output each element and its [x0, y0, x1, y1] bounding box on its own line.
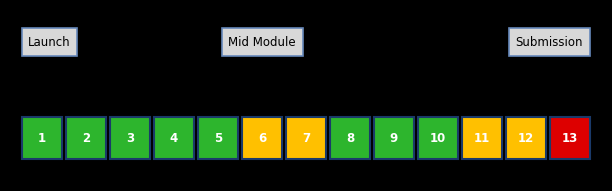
- FancyBboxPatch shape: [374, 117, 414, 159]
- FancyBboxPatch shape: [198, 117, 238, 159]
- FancyBboxPatch shape: [154, 117, 194, 159]
- FancyBboxPatch shape: [330, 117, 370, 159]
- FancyBboxPatch shape: [22, 117, 62, 159]
- FancyBboxPatch shape: [222, 28, 302, 56]
- Text: 13: 13: [562, 131, 578, 145]
- Text: 10: 10: [430, 131, 446, 145]
- Text: 9: 9: [390, 131, 398, 145]
- Text: 2: 2: [82, 131, 90, 145]
- Text: Launch: Launch: [28, 36, 71, 49]
- Text: 7: 7: [302, 131, 310, 145]
- Text: 11: 11: [474, 131, 490, 145]
- FancyBboxPatch shape: [286, 117, 326, 159]
- FancyBboxPatch shape: [550, 117, 590, 159]
- FancyBboxPatch shape: [22, 28, 77, 56]
- Text: Mid Module: Mid Module: [228, 36, 296, 49]
- Text: 5: 5: [214, 131, 222, 145]
- Text: Submission: Submission: [516, 36, 583, 49]
- FancyBboxPatch shape: [66, 117, 106, 159]
- Text: 3: 3: [126, 131, 134, 145]
- FancyBboxPatch shape: [506, 117, 546, 159]
- Text: 12: 12: [518, 131, 534, 145]
- FancyBboxPatch shape: [462, 117, 502, 159]
- FancyBboxPatch shape: [418, 117, 458, 159]
- Text: 8: 8: [346, 131, 354, 145]
- FancyBboxPatch shape: [242, 117, 282, 159]
- FancyBboxPatch shape: [509, 28, 590, 56]
- Text: 1: 1: [38, 131, 46, 145]
- Text: 4: 4: [170, 131, 178, 145]
- FancyBboxPatch shape: [110, 117, 150, 159]
- Text: 6: 6: [258, 131, 266, 145]
